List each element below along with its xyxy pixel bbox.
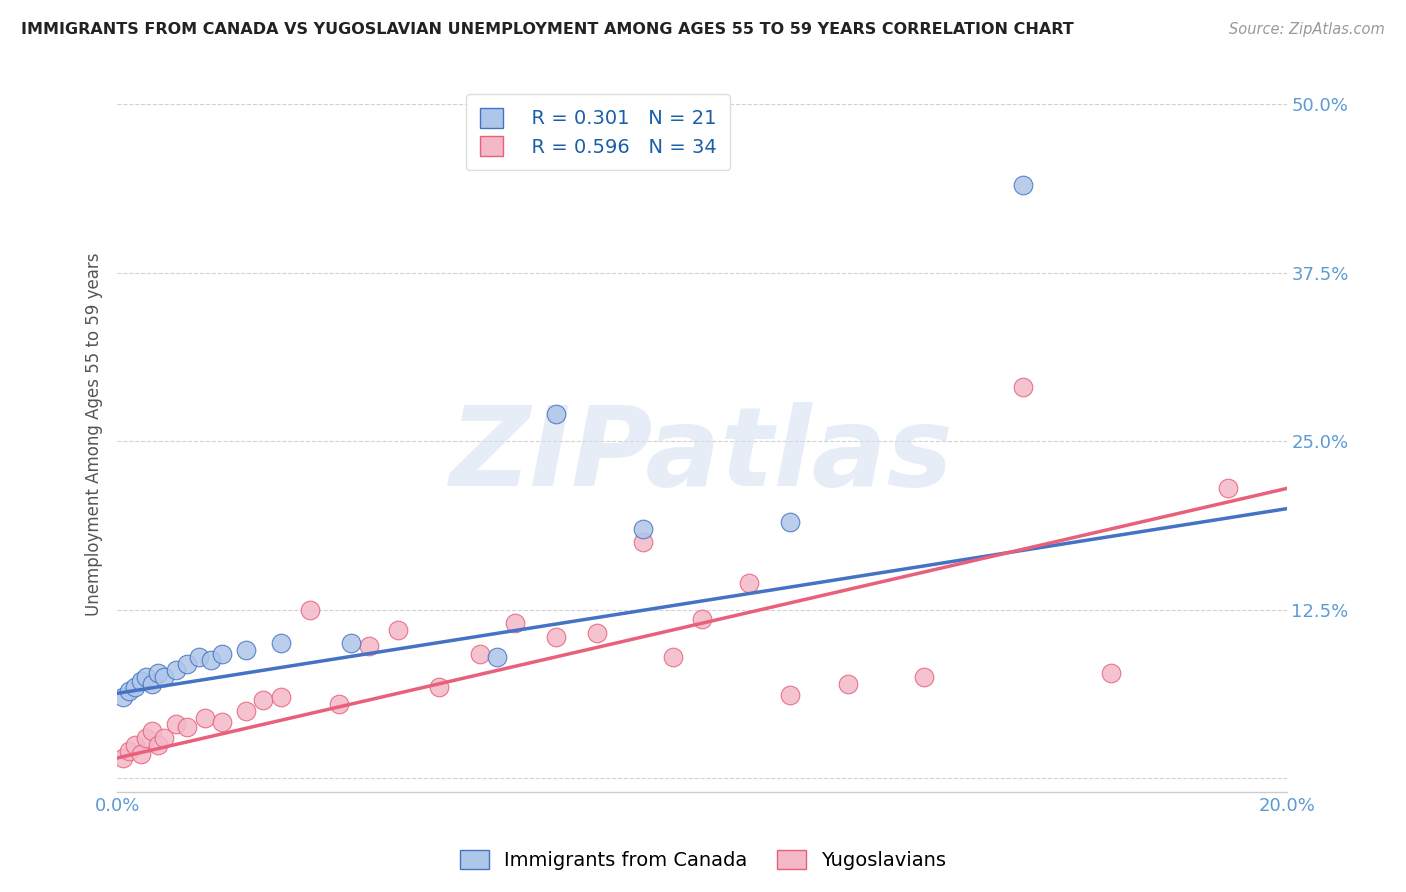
Point xyxy=(135,731,157,745)
Point xyxy=(270,636,292,650)
Text: IMMIGRANTS FROM CANADA VS YUGOSLAVIAN UNEMPLOYMENT AMONG AGES 55 TO 59 YEARS COR: IMMIGRANTS FROM CANADA VS YUGOSLAVIAN UN… xyxy=(21,22,1074,37)
Point xyxy=(141,677,163,691)
Point xyxy=(118,744,141,758)
Point xyxy=(1099,666,1122,681)
Text: ZIPatlas: ZIPatlas xyxy=(450,402,953,509)
Point xyxy=(153,670,176,684)
Point xyxy=(340,636,363,650)
Point xyxy=(211,647,233,661)
Point xyxy=(544,630,567,644)
Point xyxy=(737,575,759,590)
Point xyxy=(585,625,607,640)
Point xyxy=(837,677,859,691)
Point xyxy=(165,664,187,678)
Y-axis label: Unemployment Among Ages 55 to 59 years: Unemployment Among Ages 55 to 59 years xyxy=(86,252,103,616)
Point xyxy=(235,643,257,657)
Point xyxy=(200,652,222,666)
Point xyxy=(633,522,655,536)
Point xyxy=(129,747,152,761)
Point xyxy=(779,515,801,529)
Point xyxy=(211,714,233,729)
Point xyxy=(153,731,176,745)
Point xyxy=(633,535,655,549)
Point xyxy=(124,680,146,694)
Point xyxy=(188,649,211,664)
Point xyxy=(176,720,198,734)
Point xyxy=(252,693,274,707)
Legend:   R = 0.301   N = 21,   R = 0.596   N = 34: R = 0.301 N = 21, R = 0.596 N = 34 xyxy=(465,95,730,170)
Point xyxy=(270,690,292,705)
Point xyxy=(235,704,257,718)
Point xyxy=(779,688,801,702)
Point xyxy=(112,751,135,765)
Point xyxy=(328,697,350,711)
Point xyxy=(544,408,567,422)
Point xyxy=(912,670,935,684)
Point xyxy=(176,657,198,671)
Point xyxy=(194,710,217,724)
Point xyxy=(124,738,146,752)
Point xyxy=(141,724,163,739)
Point xyxy=(427,680,450,694)
Point xyxy=(135,670,157,684)
Point xyxy=(1216,482,1239,496)
Point xyxy=(357,639,380,653)
Point xyxy=(387,623,409,637)
Point xyxy=(661,649,683,664)
Legend: Immigrants from Canada, Yugoslavians: Immigrants from Canada, Yugoslavians xyxy=(451,842,955,878)
Point xyxy=(468,647,491,661)
Point xyxy=(129,674,152,689)
Text: Source: ZipAtlas.com: Source: ZipAtlas.com xyxy=(1229,22,1385,37)
Point xyxy=(1012,380,1035,394)
Point xyxy=(1012,178,1035,193)
Point xyxy=(146,666,169,681)
Point xyxy=(503,616,526,631)
Point xyxy=(299,603,322,617)
Point xyxy=(146,738,169,752)
Point xyxy=(112,690,135,705)
Point xyxy=(486,649,509,664)
Point xyxy=(118,683,141,698)
Point xyxy=(690,612,713,626)
Point xyxy=(165,717,187,731)
